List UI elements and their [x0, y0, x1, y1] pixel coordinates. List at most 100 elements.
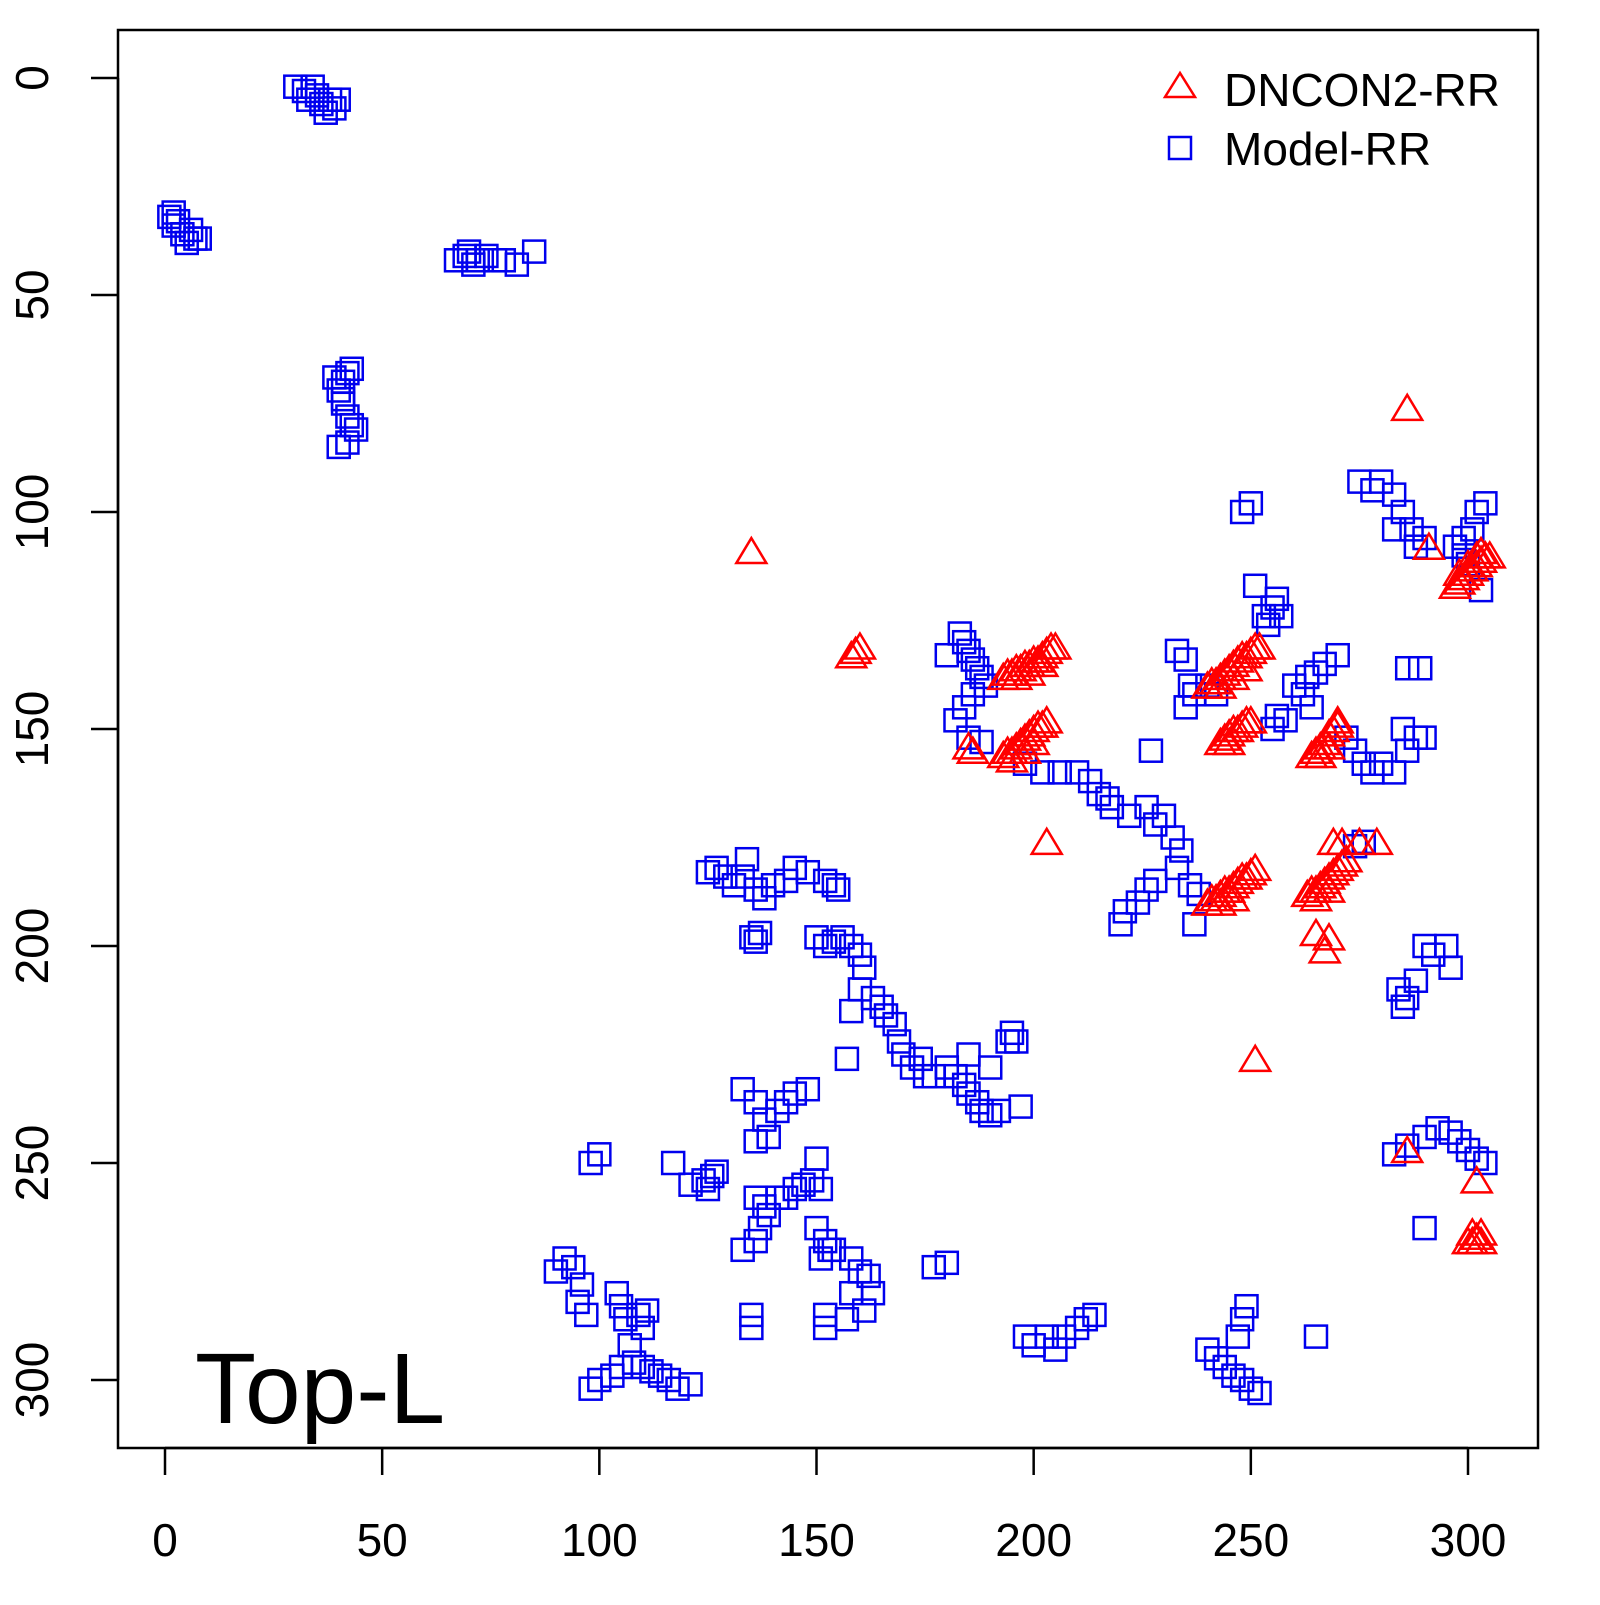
- model-rr-point: [1403, 725, 1429, 750]
- model-rr-point: [626, 1302, 651, 1328]
- model-rr-point: [1455, 1137, 1481, 1163]
- dncon2-rr-point: [1216, 661, 1251, 691]
- y-tick-label: 200: [6, 908, 58, 985]
- model-rr-point: [812, 1228, 838, 1254]
- model-rr-point: [812, 1315, 838, 1341]
- model-rr-point: [1229, 1306, 1255, 1332]
- model-rr-point: [713, 864, 738, 889]
- model-rr-point: [943, 1063, 968, 1089]
- dncon2-rr-point: [1389, 1134, 1425, 1164]
- model-rr-point: [1212, 1354, 1238, 1380]
- model-rr-point: [743, 1185, 768, 1210]
- dncon2-rr-point: [1229, 861, 1264, 890]
- model-rr-point: [821, 872, 847, 898]
- model-rr-point: [1268, 603, 1294, 629]
- model-rr-point: [704, 1159, 729, 1184]
- dncon2-rr-point: [1029, 826, 1064, 856]
- model-rr-point: [1234, 1293, 1259, 1319]
- model-rr-point: [574, 1302, 599, 1328]
- model-rr-point: [1203, 1346, 1229, 1371]
- model-rr-point: [812, 868, 838, 894]
- model-rr-point: [951, 1072, 977, 1098]
- dncon2-rr-point: [1389, 392, 1425, 422]
- model-rr-point: [743, 1089, 768, 1115]
- model-rr-point: [1064, 760, 1090, 785]
- model-rr-point: [634, 1298, 660, 1323]
- dncon2-rr-point: [1411, 531, 1447, 560]
- model-rr-point: [1247, 1380, 1272, 1406]
- model-rr-point: [1273, 708, 1298, 733]
- model-rr-point: [1368, 469, 1394, 494]
- model-rr-point: [1390, 716, 1416, 742]
- model-rr-point: [1151, 803, 1177, 829]
- model-rr-point: [161, 213, 186, 238]
- dncon2-rr-point: [999, 661, 1034, 691]
- model-rr-point: [335, 430, 360, 455]
- model-rr-point: [335, 360, 360, 386]
- model-rr-point: [326, 434, 351, 460]
- model-rr-point: [1473, 1150, 1498, 1176]
- model-rr-point: [1030, 760, 1055, 785]
- model-rr-point: [760, 872, 786, 898]
- model-rr-point: [856, 1263, 881, 1289]
- model-rr-point: [1312, 651, 1337, 677]
- model-rr-point: [1381, 482, 1407, 507]
- model-rr-point: [795, 859, 821, 885]
- model-rr-point: [838, 1280, 864, 1306]
- model-rr-point: [756, 1202, 781, 1228]
- model-rr-point: [578, 1150, 603, 1176]
- dncon2-rr-point: [1307, 934, 1342, 964]
- model-rr-point: [326, 378, 351, 403]
- model-rr-point: [291, 78, 317, 104]
- model-rr-point: [860, 985, 886, 1011]
- model-rr-point: [639, 1359, 664, 1384]
- y-tick-label: 300: [6, 1342, 58, 1419]
- model-rr-point: [1047, 760, 1072, 785]
- model-rr-point: [1229, 1367, 1255, 1393]
- model-rr-point: [752, 886, 777, 911]
- model-rr-point: [1160, 825, 1185, 850]
- annotation-top-l: Top-L: [195, 1333, 445, 1445]
- x-tick-label: 200: [995, 1514, 1072, 1566]
- dncon2-rr-point: [734, 535, 769, 565]
- model-rr-point: [565, 1289, 590, 1315]
- model-rr-point: [339, 412, 365, 438]
- x-tick-label: 0: [152, 1514, 178, 1566]
- model-rr-point: [700, 1163, 725, 1189]
- dncon2-rr-point: [1324, 848, 1360, 877]
- model-rr-point: [960, 682, 986, 707]
- model-rr-point: [765, 1098, 790, 1124]
- model-rr-point: [721, 872, 747, 898]
- model-rr-point: [847, 942, 873, 967]
- model-rr-point: [691, 1168, 716, 1193]
- model-rr-point: [1351, 751, 1377, 776]
- model-rr-point: [1399, 517, 1424, 542]
- model-rr-point: [847, 977, 873, 1002]
- model-rr-point: [335, 404, 360, 429]
- dncon2-rr-point: [1203, 670, 1238, 699]
- dncon2-rr-point: [1463, 535, 1499, 565]
- model-rr-point: [1116, 803, 1142, 829]
- model-rr-point: [1368, 751, 1394, 776]
- x-tick-label: 50: [357, 1514, 408, 1566]
- model-rr-point: [791, 1172, 816, 1197]
- model-rr-point: [947, 621, 973, 646]
- y-tick-label: 0: [6, 65, 58, 91]
- model-rr-point: [999, 1020, 1025, 1046]
- model-rr-point: [1138, 738, 1164, 763]
- dncon2-rr-point: [1220, 713, 1256, 743]
- model-rr-point: [330, 386, 356, 412]
- model-rr-point: [1303, 1324, 1329, 1349]
- model-rr-point: [1021, 1333, 1046, 1358]
- model-rr-point: [743, 877, 768, 902]
- model-rr-point: [1438, 955, 1463, 980]
- model-rr-point: [886, 1029, 912, 1054]
- model-rr-point: [543, 1259, 569, 1284]
- model-rr-point: [569, 1272, 595, 1297]
- model-rr-point: [621, 1350, 647, 1375]
- model-rr-point: [1295, 664, 1320, 690]
- model-rr-point: [921, 1063, 947, 1089]
- model-rr-point: [1381, 760, 1407, 785]
- model-rr-point: [1442, 534, 1468, 559]
